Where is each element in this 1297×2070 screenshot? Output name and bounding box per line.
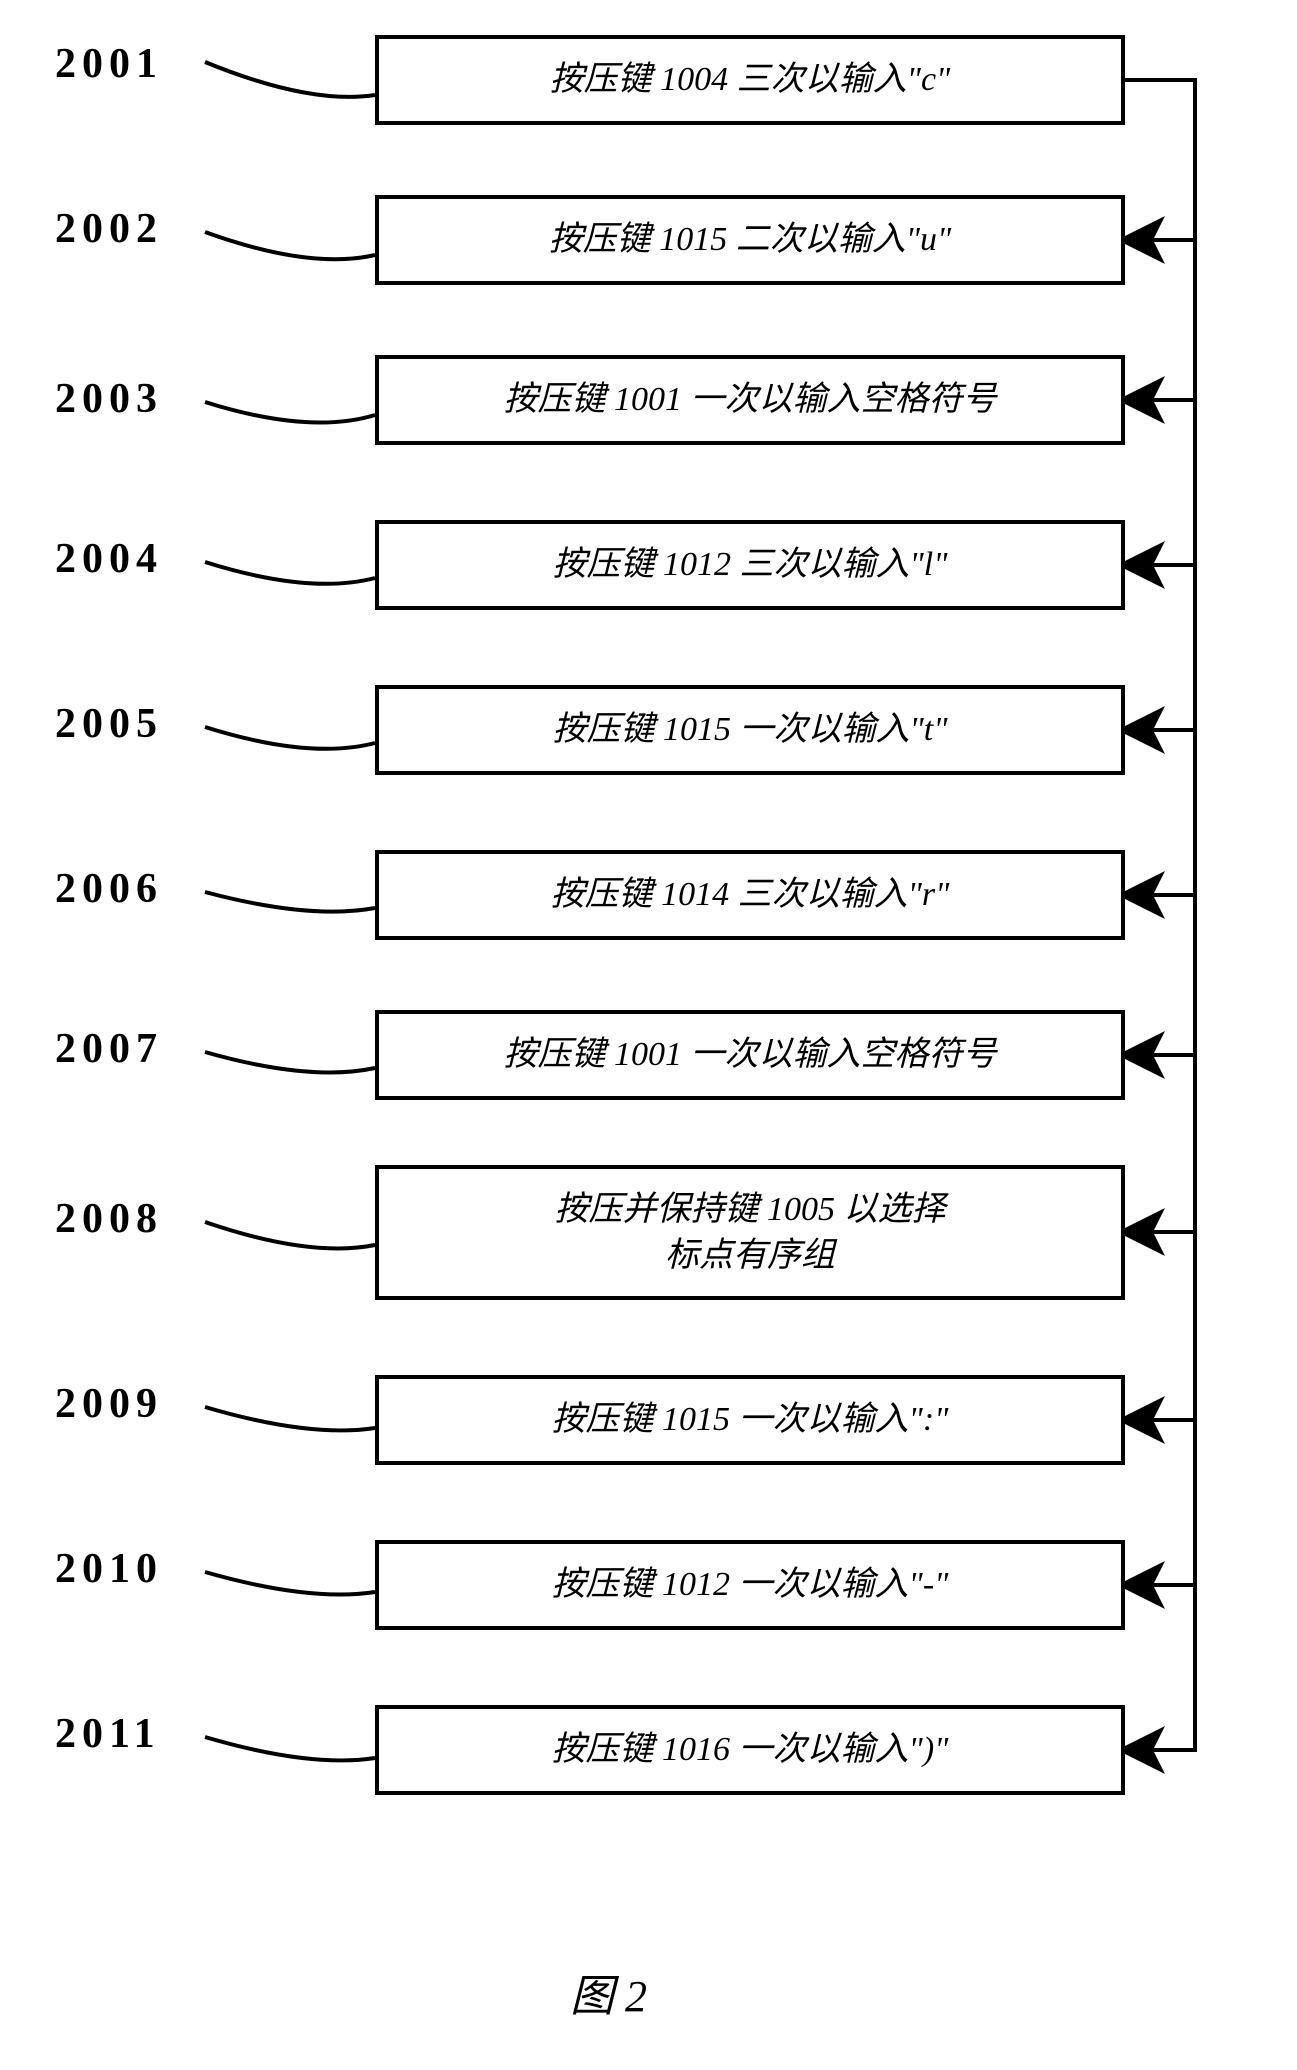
figure-caption: 图 2: [570, 1960, 647, 2024]
step-box-2005: 按压键 1015 一次以输入"t": [375, 685, 1125, 775]
step-text: 按压键 1015 一次以输入"t": [552, 707, 947, 753]
step-box-2003: 按压键 1001 一次以输入空格符号: [375, 355, 1125, 445]
step-text: 按压并保持键 1005 以选择 标点有序组: [555, 1187, 946, 1279]
leader-11: [205, 1737, 375, 1760]
connector-2: [1125, 240, 1195, 400]
step-text: 按压键 1012 三次以输入"l": [552, 542, 947, 588]
leader-1: [205, 62, 375, 97]
step-label-2005: 2005: [55, 700, 163, 748]
step-text: 按压键 1014 三次以输入"r": [551, 872, 950, 918]
step-label-2011: 2011: [55, 1710, 161, 1758]
step-text: 按压键 1015 二次以输入"u": [549, 217, 952, 263]
step-label-2007: 2007: [55, 1025, 163, 1073]
leader-5: [205, 727, 375, 749]
leader-10: [205, 1572, 375, 1595]
step-box-2001: 按压键 1004 三次以输入"c": [375, 35, 1125, 125]
connector-5: [1125, 730, 1195, 895]
leader-2: [205, 232, 375, 259]
step-box-2010: 按压键 1012 一次以输入"-": [375, 1540, 1125, 1630]
leader-8: [205, 1222, 375, 1248]
connector-10: [1125, 1585, 1195, 1750]
step-box-2011: 按压键 1016 一次以输入")": [375, 1705, 1125, 1795]
leader-6: [205, 892, 375, 912]
leader-7: [205, 1052, 375, 1072]
step-box-2002: 按压键 1015 二次以输入"u": [375, 195, 1125, 285]
step-label-2003: 2003: [55, 375, 163, 423]
connector-8: [1125, 1232, 1195, 1420]
step-label-2001: 2001: [55, 40, 163, 88]
step-box-2008: 按压并保持键 1005 以选择 标点有序组: [375, 1165, 1125, 1300]
connector-3: [1125, 400, 1195, 565]
step-text: 按压键 1015 一次以输入":": [552, 1397, 949, 1443]
step-box-2004: 按压键 1012 三次以输入"l": [375, 520, 1125, 610]
step-box-2007: 按压键 1001 一次以输入空格符号: [375, 1010, 1125, 1100]
step-label-2006: 2006: [55, 865, 163, 913]
step-label-2009: 2009: [55, 1380, 163, 1428]
step-label-2008: 2008: [55, 1195, 163, 1243]
connector-4: [1125, 565, 1195, 730]
step-box-2009: 按压键 1015 一次以输入":": [375, 1375, 1125, 1465]
step-text: 按压键 1004 三次以输入"c": [550, 57, 951, 103]
step-text: 按压键 1001 一次以输入空格符号: [504, 1032, 997, 1078]
step-label-2010: 2010: [55, 1545, 163, 1593]
flowchart-container: 按压键 1004 三次以输入"c" 按压键 1015 二次以输入"u" 按压键 10…: [0, 0, 1297, 2070]
step-box-2006: 按压键 1014 三次以输入"r": [375, 850, 1125, 940]
connector-7: [1125, 1055, 1195, 1232]
step-text: 按压键 1001 一次以输入空格符号: [504, 377, 997, 423]
connector-9: [1125, 1420, 1195, 1585]
leader-4: [205, 562, 375, 584]
leader-3: [205, 402, 375, 423]
step-label-2004: 2004: [55, 535, 163, 583]
step-label-2002: 2002: [55, 205, 163, 253]
connector-6: [1125, 895, 1195, 1055]
step-text: 按压键 1012 一次以输入"-": [552, 1562, 949, 1608]
connector-1: [1125, 80, 1195, 240]
leader-9: [205, 1407, 375, 1430]
step-text: 按压键 1016 一次以输入")": [552, 1727, 949, 1773]
